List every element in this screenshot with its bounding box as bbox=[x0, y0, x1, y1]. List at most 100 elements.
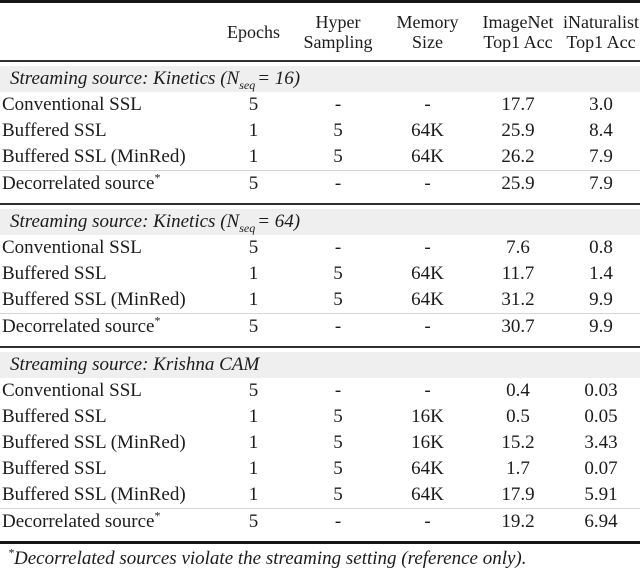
cell-memory-size: 16K bbox=[411, 406, 444, 427]
column-header-line: iNaturalist bbox=[563, 11, 639, 32]
row-label-text: Buffered SSL bbox=[2, 458, 107, 479]
table-row: Buffered SSL 1 5 64K 25.9 8.4 bbox=[0, 118, 640, 144]
cell-epochs: 1 bbox=[248, 406, 259, 427]
row-label: Conventional SSL bbox=[0, 378, 212, 404]
table-row: Buffered SSL (MinRed) 1 5 64K 17.9 5.91 bbox=[0, 482, 640, 508]
cell-imagenet-top1-acc: 17.9 bbox=[501, 484, 535, 505]
row-label: Buffered SSL bbox=[0, 404, 212, 430]
cell-hyper-sampling: - bbox=[334, 316, 342, 337]
row-label-text: Decorrelated source bbox=[2, 173, 155, 194]
cell-imagenet-top1-acc: 26.2 bbox=[501, 146, 535, 167]
table-header-row: Epochs Hyper Sampling Memory Size ImageNet Top… bbox=[0, 3, 640, 60]
cell-inaturalist-top1-acc: 0.8 bbox=[589, 237, 613, 258]
row-label-text: Buffered SSL (MinRed) bbox=[2, 432, 186, 453]
section-title-tail: = 16) bbox=[257, 68, 301, 89]
row-label-text: Buffered SSL bbox=[2, 263, 107, 284]
table-top-rule bbox=[0, 0, 640, 3]
row-label-text: Conventional SSL bbox=[2, 380, 142, 401]
cell-inaturalist-top1-acc: 5.91 bbox=[584, 484, 618, 505]
cell-hyper-sampling: 5 bbox=[333, 146, 343, 167]
row-label: Buffered SSL bbox=[0, 261, 212, 287]
section-title-math-var: N bbox=[226, 211, 240, 232]
table-row: Buffered SSL 1 5 64K 1.7 0.07 bbox=[0, 456, 640, 482]
section-title-text: Streaming source: Krishna CAM bbox=[10, 354, 260, 375]
cell-imagenet-top1-acc: 25.9 bbox=[501, 120, 535, 141]
table-row: Buffered SSL 1 5 16K 0.5 0.05 bbox=[0, 404, 640, 430]
cell-hyper-sampling: 5 bbox=[333, 406, 343, 427]
row-label-text: Buffered SSL (MinRed) bbox=[2, 484, 186, 505]
row-label: Buffered SSL bbox=[0, 456, 212, 482]
column-header-line: Epochs bbox=[227, 21, 280, 42]
cell-inaturalist-top1-acc: 0.03 bbox=[584, 380, 618, 401]
table-row: Buffered SSL (MinRed) 1 5 64K 26.2 7.9 bbox=[0, 144, 640, 170]
row-label-text: Buffered SSL bbox=[2, 406, 107, 427]
row-label-marker: * bbox=[154, 508, 161, 523]
column-header-hyper-sampling: Hyper Sampling bbox=[295, 12, 381, 52]
reference-row: Decorrelated source* 5 - - 25.9 7.9 bbox=[0, 170, 640, 196]
footnote-marker: * bbox=[8, 545, 14, 560]
table-row: Conventional SSL 5 - - 7.6 0.8 bbox=[0, 235, 640, 261]
cell-epochs: 1 bbox=[248, 484, 259, 505]
cell-inaturalist-top1-acc: 9.9 bbox=[589, 289, 613, 310]
section-title-math-sub: seq bbox=[239, 77, 256, 92]
row-label-text: Buffered SSL (MinRed) bbox=[2, 289, 186, 310]
cell-epochs: 1 bbox=[248, 263, 259, 284]
section-title: Streaming source: Krishna CAM bbox=[0, 352, 640, 378]
table-section: Streaming source: Krishna CAM Conventiona… bbox=[0, 346, 640, 541]
cell-memory-size: 64K bbox=[411, 289, 444, 310]
row-label: Conventional SSL bbox=[0, 92, 212, 118]
cell-epochs: 5 bbox=[248, 237, 259, 258]
cell-imagenet-top1-acc: 19.2 bbox=[501, 511, 535, 532]
cell-inaturalist-top1-acc: 9.9 bbox=[589, 316, 613, 337]
table-row: Conventional SSL 5 - - 17.7 3.0 bbox=[0, 92, 640, 118]
cell-hyper-sampling: - bbox=[334, 173, 342, 194]
cell-hyper-sampling: - bbox=[334, 380, 342, 401]
column-header-line: Top1 Acc bbox=[566, 31, 636, 52]
row-label-text: Decorrelated source bbox=[2, 511, 155, 532]
section-title-text: Streaming source: Kinetics ( bbox=[10, 211, 227, 232]
cell-epochs: 5 bbox=[248, 316, 259, 337]
cell-imagenet-top1-acc: 31.2 bbox=[501, 289, 535, 310]
cell-memory-size: - bbox=[424, 237, 431, 258]
section-title: Streaming source: Kinetics (Nseq = 64) bbox=[0, 209, 640, 235]
table-section: Streaming source: Kinetics (Nseq = 64) Con… bbox=[0, 203, 640, 346]
cell-inaturalist-top1-acc: 7.9 bbox=[589, 173, 613, 194]
reference-row: Decorrelated source* 5 - - 19.2 6.94 bbox=[0, 508, 640, 534]
cell-hyper-sampling: - bbox=[334, 237, 342, 258]
cell-epochs: 5 bbox=[248, 380, 259, 401]
cell-memory-size: 64K bbox=[411, 120, 444, 141]
cell-epochs: 1 bbox=[248, 146, 259, 167]
row-label-text: Conventional SSL bbox=[2, 237, 142, 258]
cell-inaturalist-top1-acc: 3.0 bbox=[589, 94, 613, 115]
cell-epochs: 1 bbox=[248, 120, 259, 141]
row-label-marker: * bbox=[154, 313, 161, 328]
column-header-line: Size bbox=[412, 31, 443, 52]
column-header-line: Sampling bbox=[303, 31, 373, 52]
row-label: Decorrelated source* bbox=[0, 509, 212, 535]
table-row: Buffered SSL (MinRed) 1 5 16K 15.2 3.43 bbox=[0, 430, 640, 456]
row-label: Decorrelated source* bbox=[0, 171, 212, 197]
column-header-line: Memory bbox=[396, 11, 459, 32]
row-label: Buffered SSL (MinRed) bbox=[0, 430, 212, 456]
reference-row: Decorrelated source* 5 - - 30.7 9.9 bbox=[0, 313, 640, 339]
column-header-epochs: Epochs bbox=[212, 22, 295, 42]
cell-memory-size: - bbox=[424, 316, 431, 337]
cell-epochs: 5 bbox=[248, 511, 259, 532]
cell-inaturalist-top1-acc: 7.9 bbox=[589, 146, 613, 167]
row-label: Buffered SSL (MinRed) bbox=[0, 144, 212, 170]
cell-imagenet-top1-acc: 17.7 bbox=[501, 94, 535, 115]
row-label-text: Buffered SSL (MinRed) bbox=[2, 146, 186, 167]
cell-hyper-sampling: 5 bbox=[333, 120, 343, 141]
column-header-imagenet-top1-acc: ImageNet Top1 Acc bbox=[474, 12, 562, 52]
section-title: Streaming source: Kinetics (Nseq = 16) bbox=[0, 66, 640, 92]
cell-epochs: 5 bbox=[248, 173, 259, 194]
row-label-text: Conventional SSL bbox=[2, 94, 142, 115]
cell-inaturalist-top1-acc: 6.94 bbox=[584, 511, 618, 532]
column-header-line: Top1 Acc bbox=[483, 31, 553, 52]
cell-inaturalist-top1-acc: 0.05 bbox=[584, 406, 618, 427]
row-label-text: Decorrelated source bbox=[2, 316, 155, 337]
cell-hyper-sampling: 5 bbox=[333, 484, 343, 505]
cell-imagenet-top1-acc: 1.7 bbox=[506, 458, 530, 479]
cell-hyper-sampling: 5 bbox=[333, 263, 343, 284]
row-label-text: Buffered SSL bbox=[2, 120, 107, 141]
